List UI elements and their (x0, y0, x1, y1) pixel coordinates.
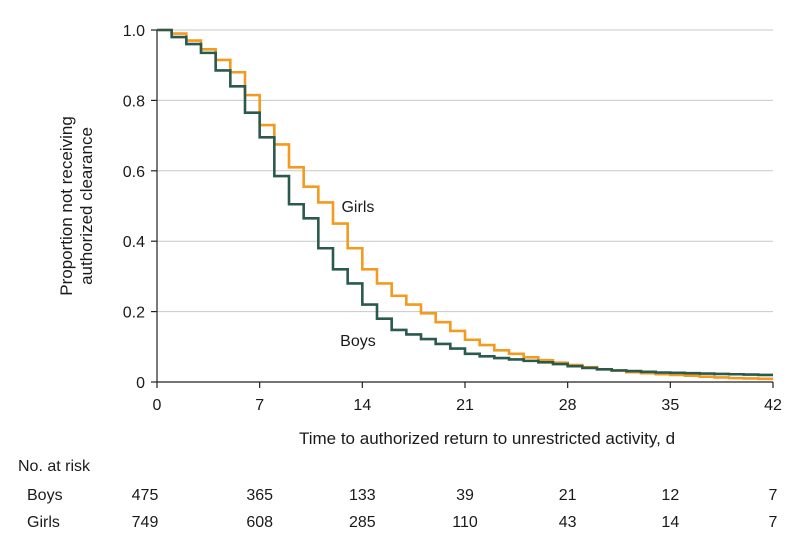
y-tick-label: 0.2 (123, 305, 145, 322)
risk-value: 475 (132, 487, 159, 504)
risk-row-label-girls: Girls (27, 514, 60, 531)
x-tick-label: 35 (661, 397, 679, 414)
risk-table: No. at risk Boys 475 365 133 39 21 12 7 Girls 749 6… (18, 458, 778, 531)
risk-value: 7 (769, 487, 778, 504)
risk-value: 749 (132, 514, 159, 531)
risk-value: 365 (246, 487, 273, 504)
x-tick-label: 14 (353, 397, 371, 414)
risk-value: 110 (452, 514, 478, 531)
risk-value: 285 (349, 514, 376, 531)
gridlines (157, 29, 773, 313)
y-tick-label: 0 (136, 375, 145, 392)
risk-row-label-boys: Boys (27, 487, 63, 504)
risk-value: 12 (661, 487, 679, 504)
y-tick-label: 0.6 (123, 164, 145, 181)
y-axis-title-line: Proportion not receiving (57, 116, 76, 296)
series-label-girls: Girls (341, 199, 374, 216)
y-axis-title: Proportion not receivingauthorized clear… (57, 116, 96, 296)
risk-value: 21 (559, 487, 577, 504)
series-label-boys: Boys (340, 333, 376, 350)
x-tick-label: 21 (456, 397, 474, 414)
risk-table-title: No. at risk (18, 458, 91, 475)
risk-value: 39 (456, 487, 474, 504)
chart-labels: Girls Boys (340, 199, 376, 350)
x-tick-label: 42 (764, 397, 782, 414)
series-line-girls (157, 28, 773, 381)
y-tick-label: 0.4 (123, 234, 145, 251)
y-tick-label: 1.0 (123, 23, 145, 40)
risk-value: 7 (769, 514, 778, 531)
series-line-boys (157, 28, 773, 377)
axes: 0 0.2 0.4 0.6 0.8 1.0 0 7 14 21 28 35 42 Time to auth… (57, 23, 782, 448)
x-tick-label: 7 (255, 397, 264, 414)
risk-value: 43 (559, 514, 577, 531)
y-tick-label: 0.8 (123, 93, 145, 110)
risk-value: 14 (661, 514, 679, 531)
x-tick-label: 0 (153, 397, 162, 414)
y-axis-title-line: authorized clearance (77, 127, 96, 285)
risk-value: 133 (349, 487, 376, 504)
x-tick-label: 28 (559, 397, 577, 414)
x-axis-title: Time to authorized return to unrestricte… (299, 429, 675, 448)
risk-value: 608 (246, 514, 273, 531)
series-lines (157, 28, 773, 381)
